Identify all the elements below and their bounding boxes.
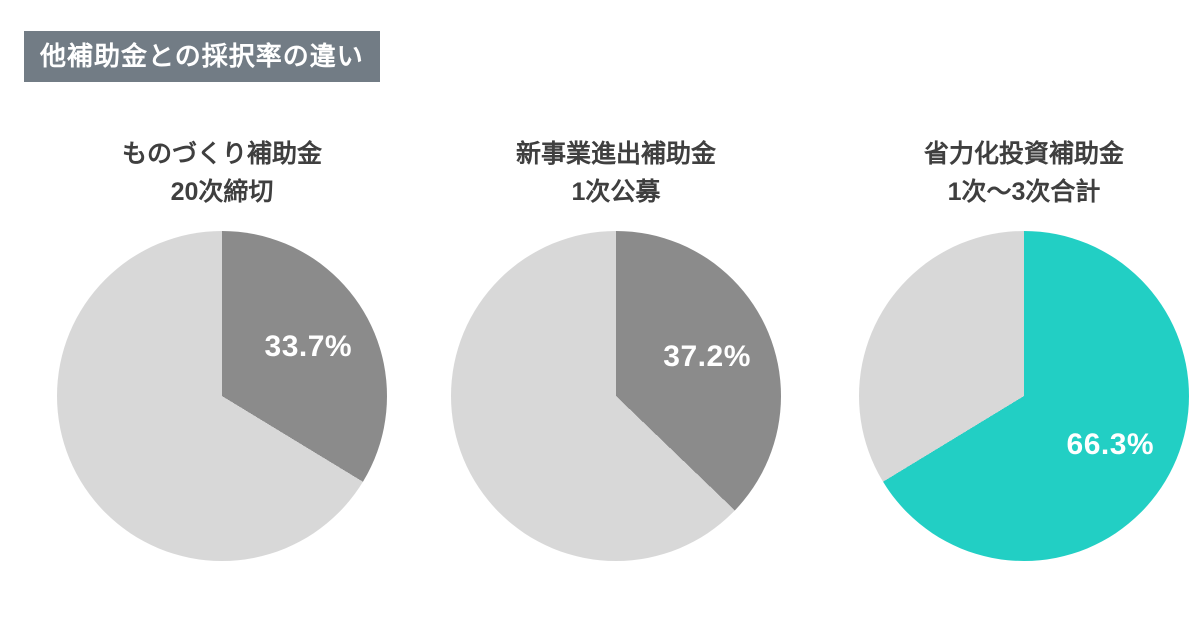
page-title: 他補助金との採択率の違い (24, 31, 380, 83)
pie-chart-shinjigyo: 新事業進出補助金 1次公募 37.2% (426, 136, 806, 561)
pie-circle: 33.7% (57, 231, 387, 561)
pie-chart-monodukuri: ものづくり補助金 20次締切 33.7% (32, 136, 412, 561)
chart-title: ものづくり補助金 (121, 140, 322, 168)
value-label: 37.2% (663, 340, 751, 374)
chart-heading: 省力化投資補助金 1次〜3次合計 (924, 136, 1124, 211)
value-label: 33.7% (264, 330, 353, 364)
chart-heading: 新事業進出補助金 1次公募 (516, 136, 716, 211)
chart-heading: ものづくり補助金 20次締切 (122, 136, 322, 211)
value-label: 66.3% (1066, 427, 1155, 461)
chart-title: 省力化投資補助金 (923, 140, 1124, 168)
pie-chart-shoryokuka: 省力化投資補助金 1次〜3次合計 66.3% (834, 136, 1200, 561)
pie-circle: 37.2% (451, 231, 781, 561)
chart-subtitle: 1次公募 (571, 177, 661, 206)
chart-title: 新事業進出補助金 (515, 140, 716, 168)
chart-subtitle: 1次〜3次合計 (947, 177, 1101, 206)
pie-circle: 66.3% (859, 231, 1189, 561)
chart-subtitle: 20次締切 (170, 177, 274, 206)
